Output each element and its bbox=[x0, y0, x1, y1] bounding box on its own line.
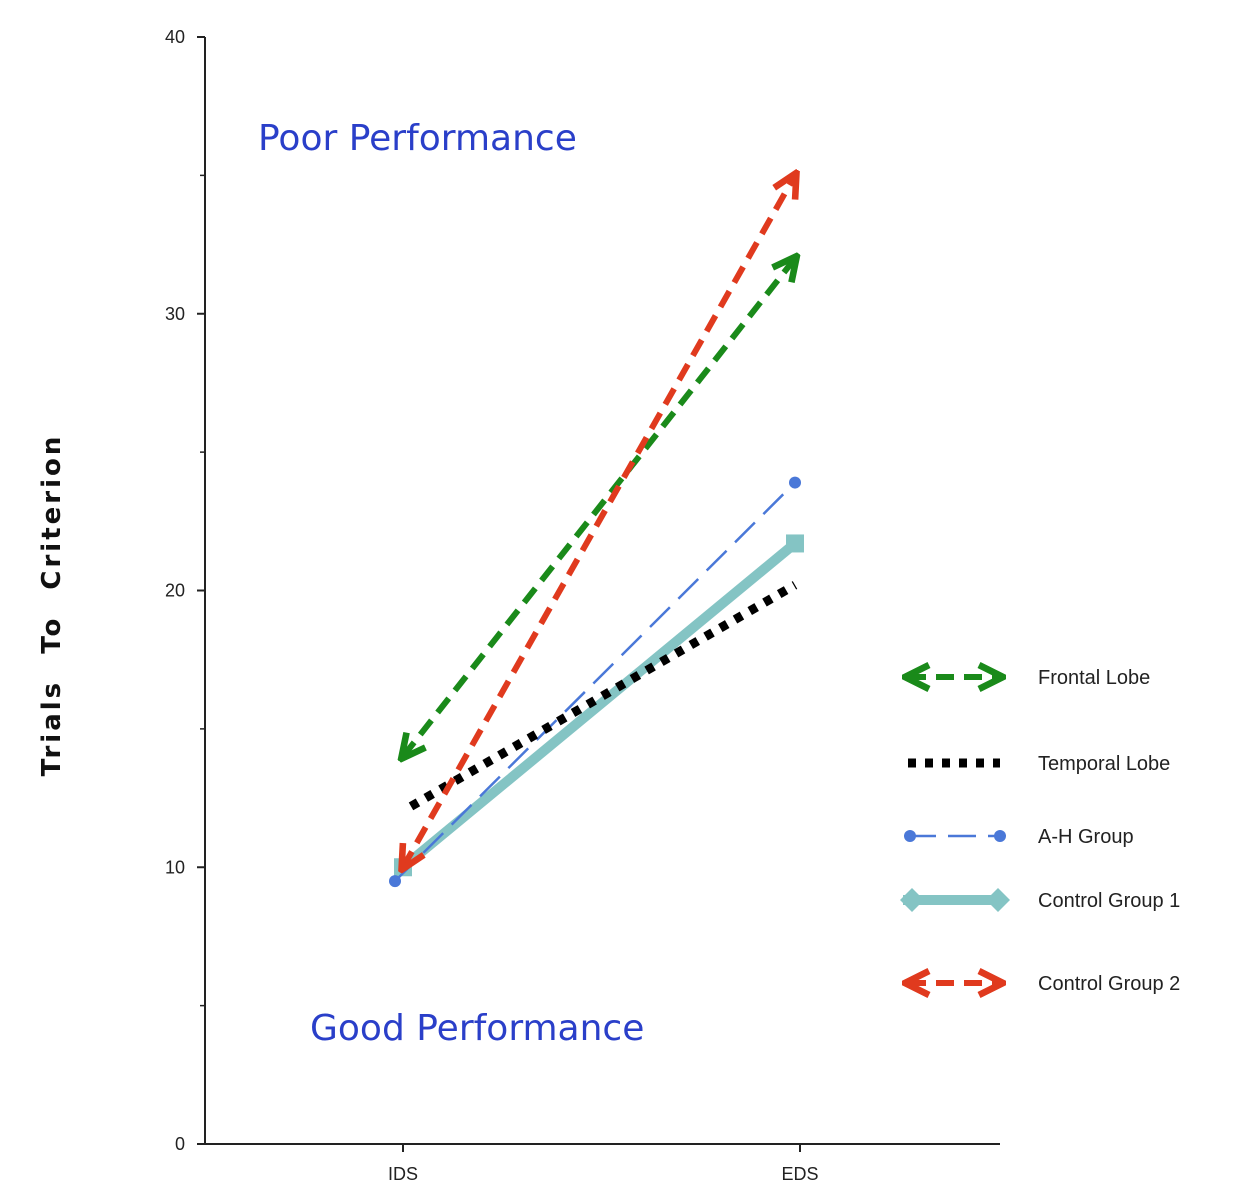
series-group bbox=[389, 175, 804, 888]
legend-label-frontal-lobe: Frontal Lobe bbox=[1038, 667, 1150, 689]
legend-label-a-h-group: A-H Group bbox=[1038, 826, 1134, 848]
data-point-a-h-group bbox=[789, 476, 801, 489]
annotation-good-performance: Good Performance bbox=[310, 1008, 644, 1049]
series-line-temporal-lobe bbox=[408, 581, 798, 811]
series-line-a-h-group bbox=[394, 481, 796, 882]
series-line-control-group-1 bbox=[395, 536, 803, 875]
x-tick-label: IDS bbox=[388, 1164, 418, 1184]
axes: 0 10 20 30 40 IDS EDS bbox=[165, 27, 1000, 1184]
y-tick-label: 0 bbox=[175, 1134, 185, 1154]
y-axis-label: Trials To Criterion bbox=[37, 434, 67, 777]
legend-marker bbox=[994, 830, 1006, 842]
series-line-control-group-2 bbox=[403, 175, 795, 867]
y-tick-label: 40 bbox=[165, 27, 185, 47]
data-point-control-group-1 bbox=[786, 534, 804, 553]
y-tick-label: 20 bbox=[165, 581, 185, 601]
legend-marker bbox=[900, 888, 1010, 912]
legend-label-control-group-2: Control Group 2 bbox=[1038, 973, 1180, 995]
legend-marker bbox=[904, 830, 916, 842]
x-tick-label: EDS bbox=[781, 1164, 818, 1184]
y-tick-label: 10 bbox=[165, 857, 185, 877]
annotation-poor-performance: Poor Performance bbox=[258, 118, 577, 159]
series-line-frontal-lobe bbox=[403, 258, 795, 756]
legend-label-temporal-lobe: Temporal Lobe bbox=[1038, 753, 1170, 775]
data-point-a-h-group bbox=[389, 875, 401, 888]
legend-label-control-group-1: Control Group 1 bbox=[1038, 890, 1180, 912]
y-tick-label: 30 bbox=[165, 304, 185, 324]
legend: Frontal Lobe Temporal Lobe A-H Group Contro… bbox=[900, 667, 1180, 995]
